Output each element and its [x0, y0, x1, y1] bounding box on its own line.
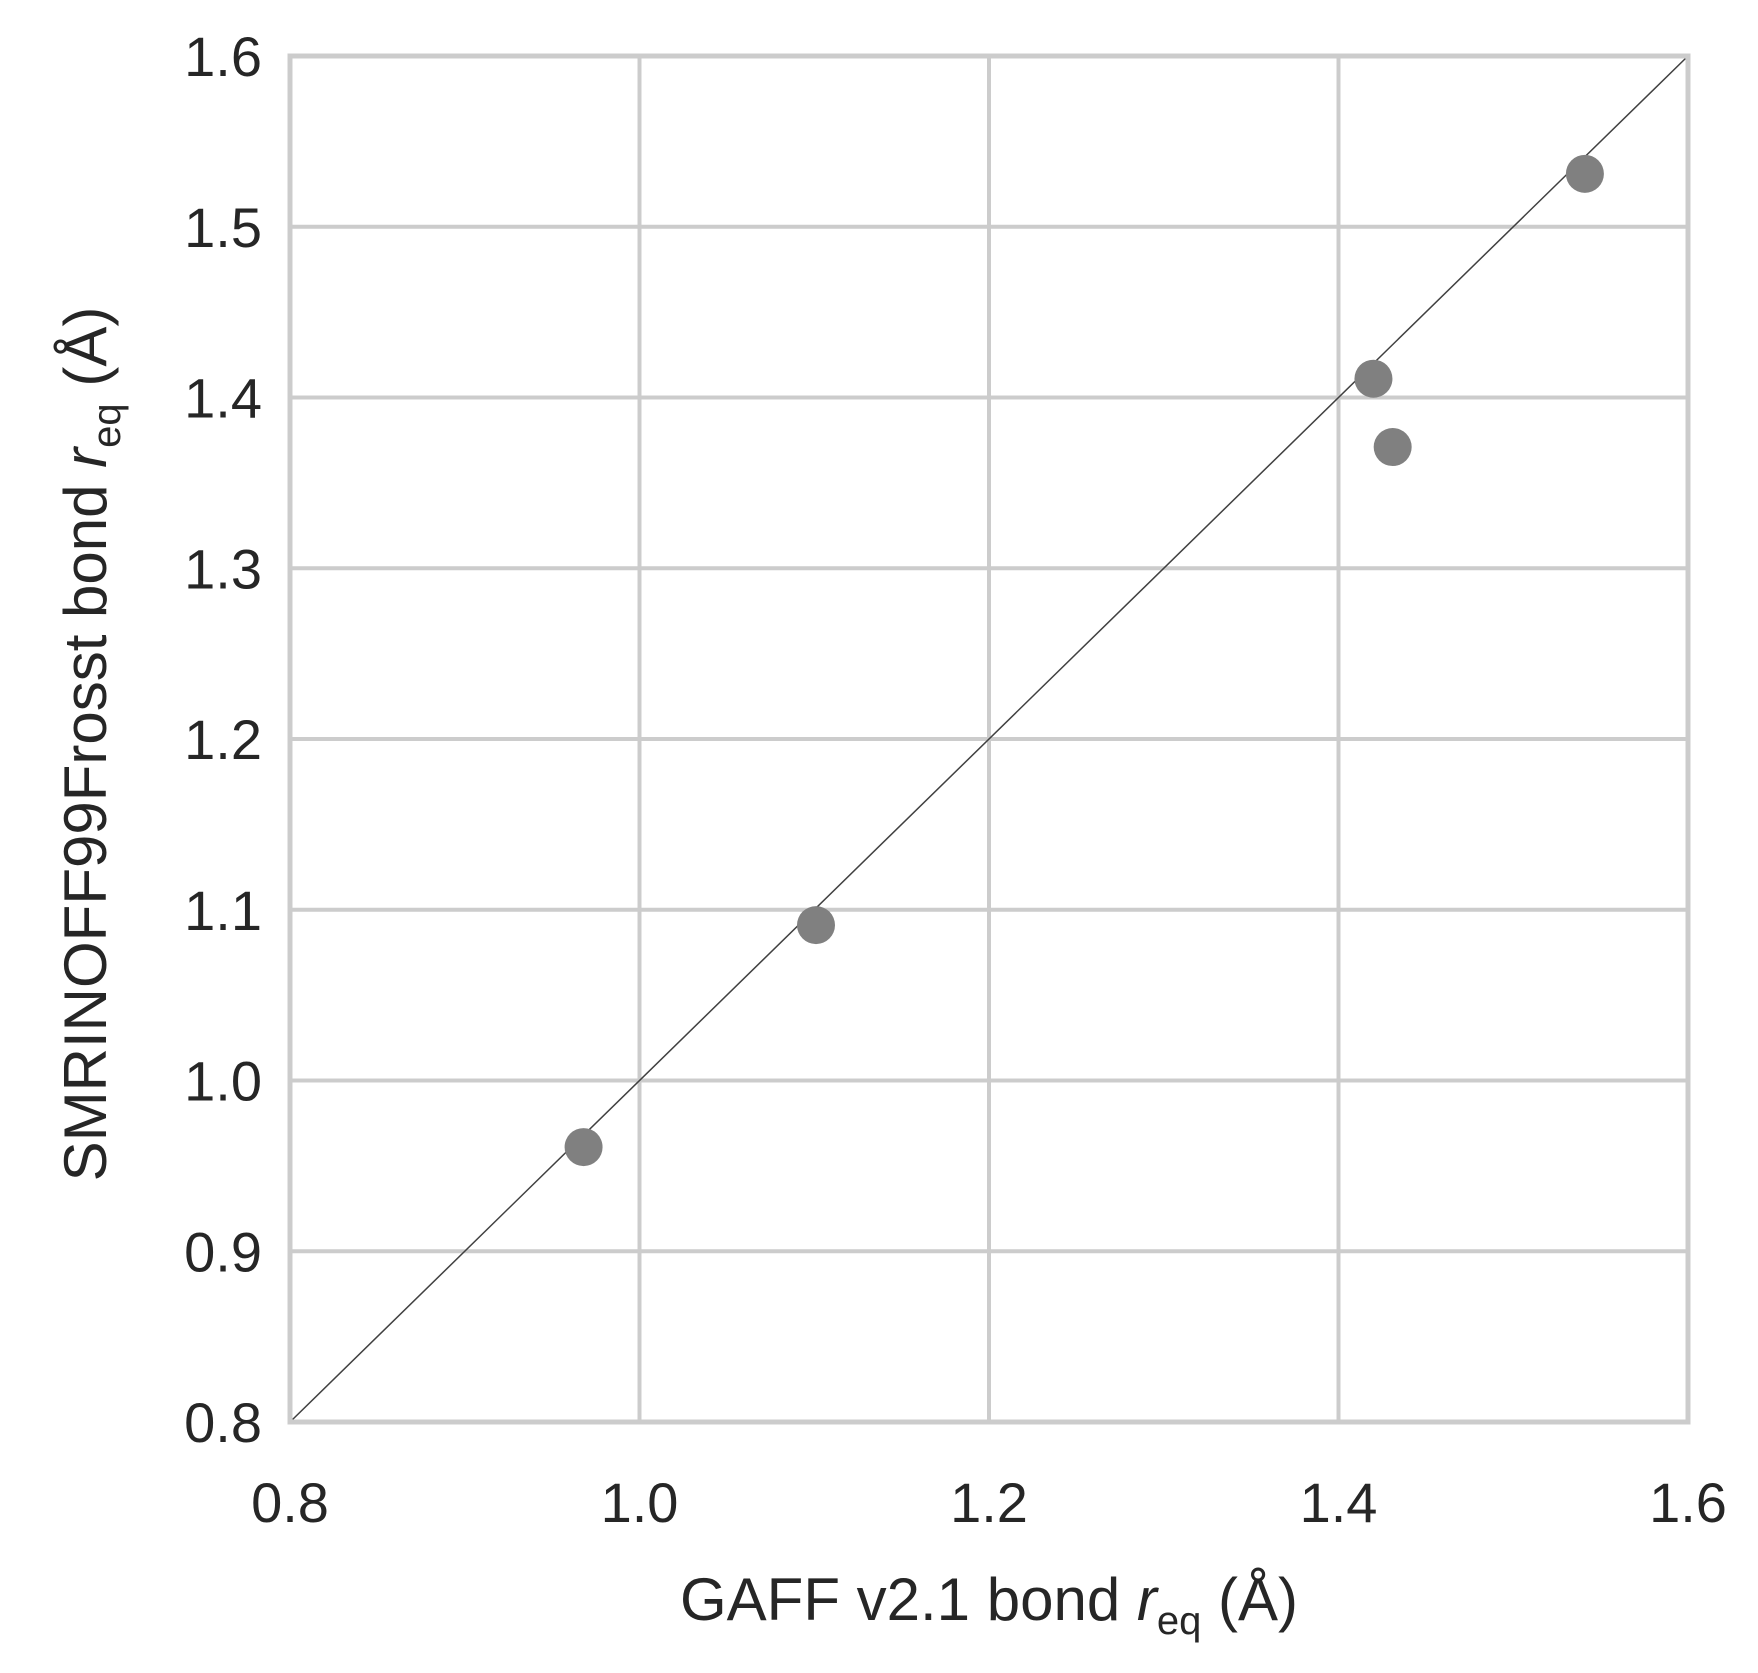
x-axis-label-prefix: GAFF v2.1 bond — [680, 1566, 1137, 1633]
y-tick-label: 1.5 — [184, 196, 262, 259]
data-point — [1354, 359, 1393, 398]
identity-reference-line — [289, 55, 1689, 1423]
y-axis-label-unit: (Å) — [52, 307, 119, 404]
y-axis-label-subscript: eq — [85, 403, 129, 448]
y-tick-label: 1.1 — [184, 879, 262, 942]
x-tick-label: 1.2 — [950, 1471, 1028, 1534]
data-points — [564, 154, 1604, 1167]
y-tick-label: 0.9 — [184, 1220, 262, 1283]
reference-line — [289, 55, 1689, 1423]
x-axis-label: GAFF v2.1 bond req (Å) — [680, 1566, 1298, 1643]
x-tick-label: 1.0 — [601, 1471, 679, 1534]
y-tick-label: 1.3 — [184, 537, 262, 600]
x-axis-label-unit: (Å) — [1201, 1566, 1298, 1633]
y-tick-label: 0.8 — [184, 1391, 262, 1454]
plot-frame — [287, 53, 1691, 1425]
y-axis-label: SMRINOFF99Frosst bond req (Å) — [52, 307, 129, 1182]
y-tick-label: 1.6 — [184, 25, 262, 88]
y-tick-label: 1.4 — [184, 367, 262, 430]
x-tick-label: 1.6 — [1649, 1471, 1727, 1534]
x-axis-label-subscript: eq — [1157, 1599, 1202, 1643]
y-tick-labels: 0.8 0.9 1.0 1.1 1.2 1.3 1.4 1.5 1.6 — [184, 25, 262, 1454]
x-tick-labels: 0.8 1.0 1.2 1.4 1.6 — [251, 1471, 1727, 1534]
y-tick-label: 1.2 — [184, 708, 262, 771]
x-tick-label: 1.4 — [1300, 1471, 1378, 1534]
x-tick-label: 0.8 — [251, 1471, 329, 1534]
x-axis-label-variable: r — [1137, 1566, 1159, 1633]
data-point — [1565, 154, 1604, 193]
data-point — [1373, 428, 1412, 467]
y-axis-label-variable: r — [52, 446, 119, 468]
y-tick-label: 1.0 — [184, 1050, 262, 1113]
data-point — [796, 906, 835, 945]
data-point — [564, 1128, 603, 1167]
y-axis-label-prefix: SMRINOFF99Frosst bond — [52, 468, 119, 1182]
